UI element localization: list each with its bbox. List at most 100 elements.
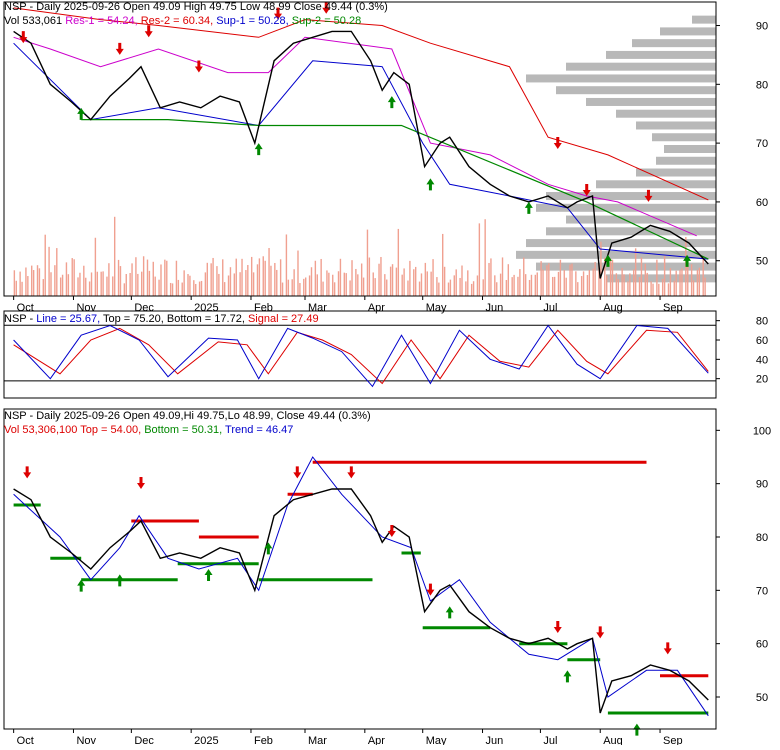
volume-bar [484, 219, 486, 296]
volume-bar [505, 279, 508, 296]
volume-bar [241, 258, 243, 296]
volume-bar [32, 270, 35, 296]
volume-bar [499, 273, 502, 296]
volume-bar [494, 275, 496, 296]
up-arrow [264, 542, 273, 555]
volume-bar [268, 248, 270, 296]
panel2-top: Top = 75.20, [102, 313, 164, 325]
volume-bar [308, 275, 311, 296]
volume-profile-bar [526, 239, 716, 248]
volume-bar [611, 259, 614, 296]
panel3-x-tick-label: Mar [308, 735, 327, 745]
volume-bar [94, 237, 97, 296]
panel1-x-tick-label: Jul [543, 302, 557, 314]
panel3-bottom: Bottom = 50.31, [144, 424, 223, 436]
volume-profile-bar [556, 86, 716, 95]
volume-bar [27, 276, 29, 296]
panel2-title: NSP - [4, 313, 34, 325]
volume-bar [617, 279, 619, 296]
price-line [13, 30, 709, 279]
volume-bar [397, 228, 400, 296]
volume-bar [154, 276, 156, 296]
volume-profile-bar [652, 133, 716, 142]
volume-bar [193, 280, 195, 296]
volume-bar [426, 271, 428, 296]
volume-bar [470, 283, 473, 296]
volume-bar [212, 257, 214, 296]
volume-bar [293, 269, 295, 296]
volume-bar [436, 277, 438, 296]
volume-bar [183, 270, 185, 296]
panel3-frame [3, 408, 717, 730]
panel3-title: NSP - Daily 2025-09-26 Open 49.09,Hi 49.… [4, 410, 371, 422]
up-arrow [524, 201, 533, 214]
volume-bar [102, 271, 104, 296]
volume-bar [252, 272, 255, 296]
up-arrow [445, 606, 454, 619]
volume-bar [580, 276, 583, 296]
panel3-y-tick-label: 100 [753, 425, 771, 437]
volume-bar [407, 280, 409, 296]
down-arrow [293, 466, 302, 479]
volume-bar [297, 250, 299, 296]
panel1-title: NSP - Daily 2025-09-26 Open 49.09 High 4… [4, 1, 388, 13]
volume-bar [414, 266, 417, 296]
volume-profile-bar [664, 145, 716, 153]
volume-profile-bar [656, 156, 716, 165]
volume-bar [478, 223, 481, 296]
volume-bar [198, 281, 201, 296]
volume-bar [42, 279, 44, 296]
down-arrow [347, 466, 356, 479]
panel3-y-tick-label: 90 [756, 479, 768, 491]
volume-bar [652, 283, 654, 296]
volume-profile-bar [536, 262, 716, 271]
panel1-y-tick-label: 60 [756, 197, 768, 209]
volume-bar [640, 257, 643, 296]
panel3-x-tick-label: Jun [486, 735, 504, 745]
volume-bar [424, 262, 427, 296]
volume-bar [146, 259, 149, 296]
volume-bar [638, 277, 641, 296]
volume-bar [71, 258, 73, 296]
volume-bar [563, 270, 565, 296]
volume-bar [372, 272, 374, 296]
volume-bar [31, 265, 33, 296]
panel3-x-tick-label: Oct [17, 735, 34, 745]
volume-bar [656, 259, 658, 296]
panel3-x-tick-label: Jul [543, 735, 557, 745]
volume-profile-bar [516, 250, 716, 259]
panel2-y-tick-label: 40 [756, 354, 768, 366]
volume-profile-bar [606, 274, 716, 283]
volume-bar [256, 264, 259, 296]
volume-bar [320, 258, 322, 296]
up-arrow [632, 723, 641, 736]
volume-bar [546, 265, 548, 296]
panel1-sup1: Sup-1 = 50.28, [216, 15, 289, 27]
volume-bar [524, 274, 527, 296]
volume-bar [258, 258, 261, 296]
volume-bar [90, 272, 93, 296]
volume-bar [142, 256, 145, 296]
volume-bar [152, 261, 154, 296]
volume-bar [575, 271, 577, 296]
volume-bar [380, 256, 382, 296]
volume-bar [227, 275, 230, 296]
volume-bar [36, 265, 39, 296]
volume-bar [50, 272, 52, 296]
volume-bar [44, 234, 46, 296]
volume-bar [553, 276, 556, 296]
volume-bar [465, 281, 467, 296]
panel3-price-line [13, 488, 709, 714]
volume-bar [129, 272, 131, 296]
volume-bar [401, 274, 403, 296]
volume-bar [274, 262, 276, 296]
volume-bar [108, 263, 110, 296]
volume-bar [355, 268, 357, 296]
sup1-line [13, 42, 709, 260]
volume-bar [557, 271, 560, 296]
volume-bar [343, 272, 345, 296]
panel2-signal: Signal = 27.49 [247, 313, 319, 325]
volume-bar [569, 264, 571, 296]
volume-bar [349, 280, 351, 296]
